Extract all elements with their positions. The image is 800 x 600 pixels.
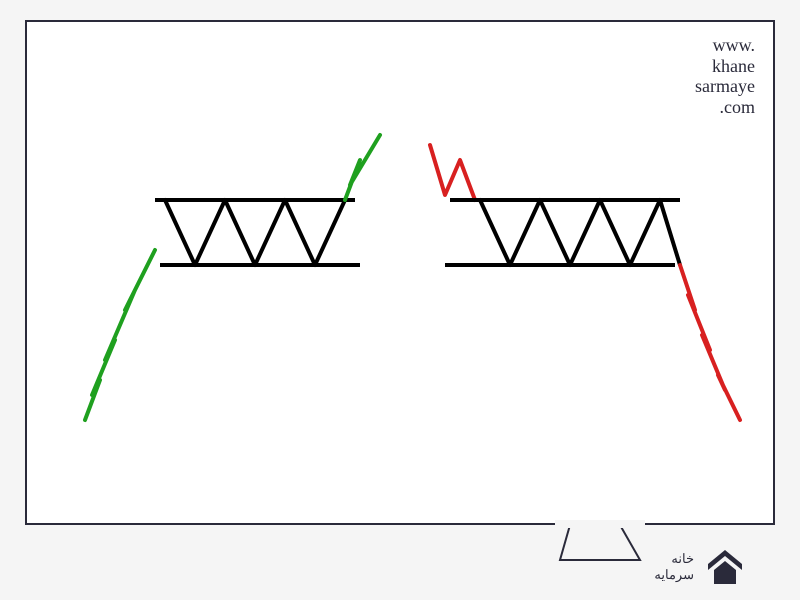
logo-text-line1: خانه: [654, 551, 694, 567]
callout-notch: [0, 0, 800, 600]
watermark-text: www. khane sarmaye .com: [695, 35, 755, 118]
logo-text-line2: سرمایه: [654, 567, 694, 583]
logo-text: خانه سرمایه: [654, 551, 694, 582]
notch-shape: [560, 525, 640, 560]
watermark-line4: .com: [695, 97, 755, 118]
watermark-line3: sarmaye: [695, 76, 755, 97]
watermark-line2: khane: [695, 56, 755, 77]
notch-mask: [555, 520, 645, 528]
watermark-line1: www.: [695, 35, 755, 56]
house-logo-icon: [700, 542, 750, 592]
logo-area: خانه سرمایه: [654, 542, 750, 592]
